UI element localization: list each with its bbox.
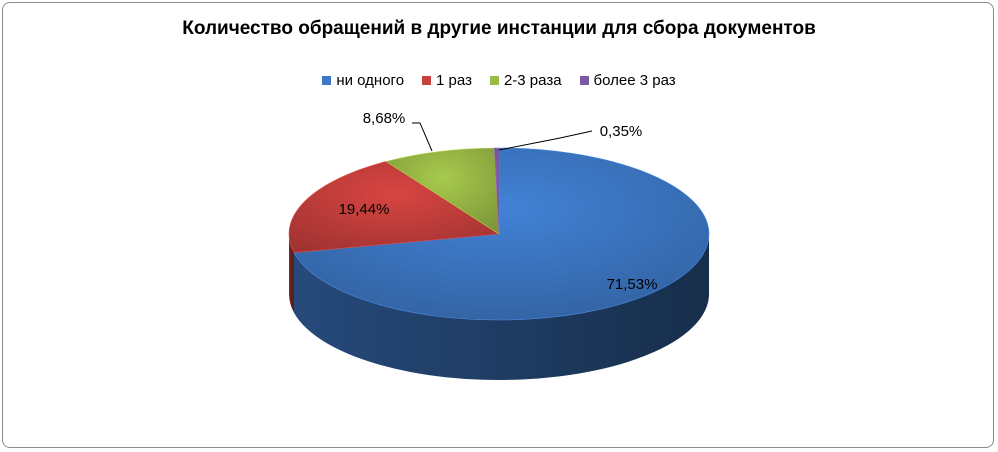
pie-slice-more-3 <box>494 147 500 235</box>
pie-slice-none <box>293 147 710 321</box>
pie-slice-2-3 <box>385 147 500 235</box>
legend-item-once: 1 раз <box>422 72 472 89</box>
legend-label-2-3: 2-3 раза <box>503 72 562 89</box>
legend-label-once: 1 раз <box>436 72 472 89</box>
legend-swatch-2-3 <box>489 76 499 85</box>
legend-swatch-once <box>422 76 432 85</box>
data-label-once: 19,44% <box>339 201 390 218</box>
legend-label-more-3: более 3 раз <box>593 72 676 89</box>
legend-swatch-none <box>322 76 332 85</box>
legend-item-2-3: 2-3 раза <box>489 72 562 89</box>
chart-title: Количество обращений в другие инстанции … <box>182 18 816 39</box>
pie-slice-once <box>288 161 500 253</box>
legend-item-none: ни одного <box>322 72 404 89</box>
legend-item-more-3: более 3 раз <box>579 72 676 89</box>
data-label-more-3: 0,35% <box>600 123 643 140</box>
leader-line-more-3 <box>498 130 593 151</box>
chart-legend: ни одного 1 раз 2-3 раза более 3 раз <box>0 72 998 89</box>
data-label-2-3: 8,68% <box>363 110 406 127</box>
pie-side-once <box>289 234 294 313</box>
pie-side-none <box>293 234 709 381</box>
legend-swatch-more-3 <box>579 76 589 85</box>
legend-label-none: ни одного <box>336 72 405 89</box>
leader-line-2-3 <box>412 122 433 152</box>
data-label-none: 71,53% <box>607 276 658 293</box>
